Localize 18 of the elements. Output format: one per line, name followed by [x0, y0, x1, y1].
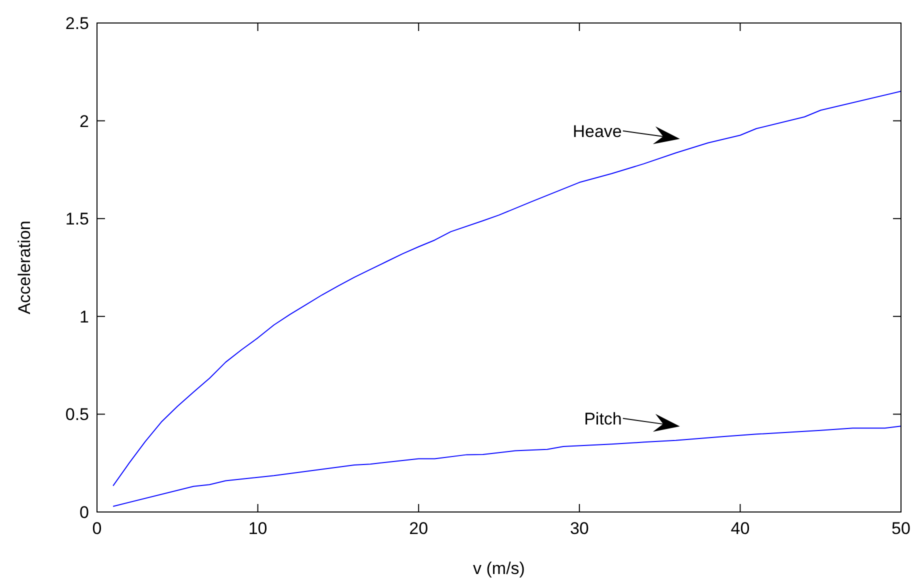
series-label: Pitch — [584, 409, 622, 428]
y-tick-label: 2 — [80, 112, 89, 131]
y-axis-title: Acceleration — [15, 220, 34, 314]
line-series — [112, 426, 902, 507]
x-tick-label: 40 — [730, 519, 750, 538]
y-tick-label: 2.5 — [65, 14, 89, 33]
x-tick-label: 30 — [570, 519, 589, 538]
y-tick-label: 0.5 — [65, 405, 89, 424]
y-tick-label: 1.5 — [65, 210, 89, 229]
y-tick-label: 1 — [80, 307, 89, 326]
x-tick-label: 10 — [248, 519, 268, 538]
series-label: Heave — [572, 122, 622, 141]
line-series — [112, 90, 902, 486]
x-tick-label: 20 — [409, 519, 428, 538]
x-tick-label: 50 — [892, 519, 910, 538]
x-axis-title: v (m/s) — [473, 559, 525, 578]
x-tick-label: 0 — [92, 519, 102, 538]
y-tick-label: 0 — [80, 503, 89, 522]
